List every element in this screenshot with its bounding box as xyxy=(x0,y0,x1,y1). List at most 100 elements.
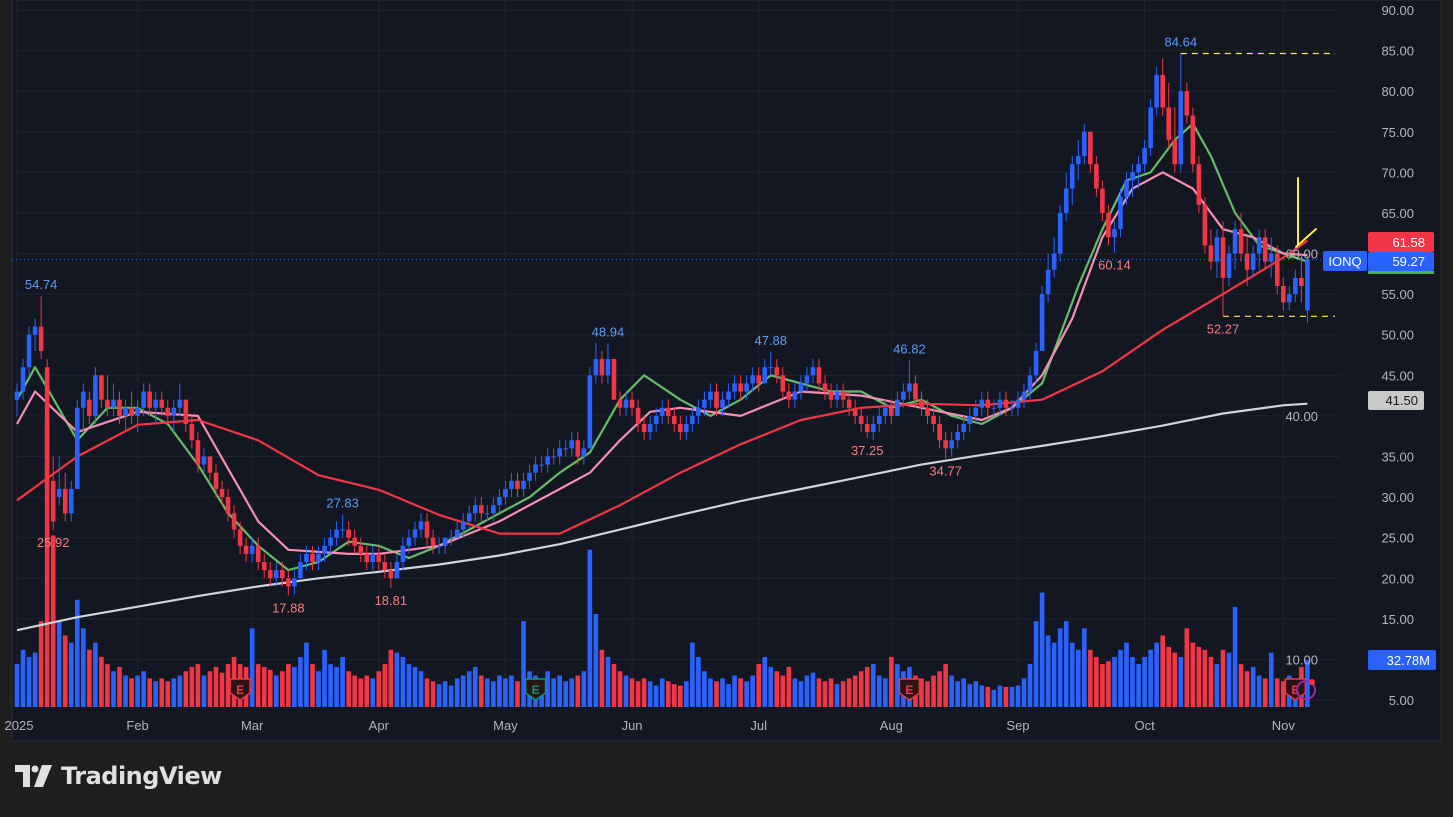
volume-bar xyxy=(340,656,345,707)
candle-body xyxy=(1232,229,1238,254)
candle xyxy=(1051,237,1057,278)
volume-bar xyxy=(1232,606,1238,707)
candle xyxy=(786,383,792,408)
earnings-marker-icon[interactable]: E xyxy=(229,678,251,701)
volume-bar xyxy=(1075,649,1081,707)
candle xyxy=(1106,204,1111,246)
candle xyxy=(273,562,279,587)
candle-body xyxy=(1184,91,1190,116)
candle-body xyxy=(889,407,894,416)
volume-bar xyxy=(864,666,870,707)
candle-body xyxy=(696,407,701,416)
candle-body xyxy=(129,407,134,416)
candle xyxy=(87,391,92,425)
volume-bar xyxy=(1274,678,1280,707)
candle-body xyxy=(201,456,207,465)
volume-bar xyxy=(810,672,816,707)
tradingview-logo[interactable]: TradingView xyxy=(15,762,222,790)
candle-body xyxy=(997,399,1003,408)
volume-bar xyxy=(1238,664,1244,707)
candle xyxy=(991,399,997,416)
volume-bar xyxy=(171,678,177,707)
earnings-letter: E xyxy=(905,683,913,697)
volume-bar xyxy=(370,678,376,707)
candle xyxy=(870,415,876,441)
candle-body xyxy=(726,391,731,400)
candle xyxy=(280,562,285,587)
volume-bar xyxy=(883,678,888,707)
high-label: 48.94 xyxy=(592,324,625,339)
volume-bar xyxy=(834,684,840,707)
candle-body xyxy=(1305,259,1310,311)
candle xyxy=(858,407,864,433)
earnings-marker-icon[interactable]: E xyxy=(898,678,921,701)
volume-bar xyxy=(418,671,424,707)
candle xyxy=(497,488,502,514)
candle xyxy=(1160,58,1165,116)
candle xyxy=(412,521,418,546)
candle xyxy=(141,383,146,416)
volume-bar xyxy=(635,681,641,707)
candle xyxy=(828,383,834,408)
candle-body xyxy=(26,334,32,368)
volume-bar xyxy=(557,675,562,707)
candle xyxy=(846,391,852,416)
volume-bar xyxy=(575,675,581,707)
volume-bar xyxy=(50,535,56,707)
y-tick-label: 15.00 xyxy=(1381,612,1414,627)
last-price-label: 59.27 xyxy=(1392,254,1425,269)
candle xyxy=(111,383,116,416)
candle-body xyxy=(1118,196,1123,230)
volume-bar xyxy=(738,678,743,707)
volume-bar xyxy=(858,671,864,707)
candle xyxy=(316,545,321,571)
symbol-badge[interactable] xyxy=(1323,251,1367,271)
time-axis[interactable]: 2025 Feb Mar Apr May Jun Jul Aug Sep Oct Nov xyxy=(5,718,1296,733)
volume-bar xyxy=(1069,642,1075,707)
candle xyxy=(358,537,364,563)
candle xyxy=(1082,123,1087,165)
x-tick-label: Feb xyxy=(126,718,148,733)
candle xyxy=(545,448,550,473)
candle-body xyxy=(979,399,985,408)
candle-body xyxy=(99,375,104,400)
candle-body xyxy=(1021,391,1027,400)
volume-bar xyxy=(334,666,339,707)
volume-bar xyxy=(1003,686,1009,707)
candle-body xyxy=(581,448,587,457)
volume-bar xyxy=(780,675,786,707)
candle xyxy=(388,562,394,588)
candle-body xyxy=(1160,74,1165,108)
volume-bar xyxy=(828,678,834,707)
volume-bar xyxy=(1166,646,1172,707)
candle xyxy=(509,472,514,498)
candle-body xyxy=(617,399,623,408)
volume-bar xyxy=(997,685,1003,707)
chart-pane xyxy=(11,0,1442,742)
low-label: 37.25 xyxy=(851,443,884,458)
candle-body xyxy=(702,399,707,408)
candle-body xyxy=(852,407,858,416)
volume-bar xyxy=(448,685,454,707)
candle-body xyxy=(1226,253,1232,278)
volume-bar xyxy=(587,549,593,707)
candle xyxy=(249,537,255,563)
high-label: 84.64 xyxy=(1165,35,1198,50)
volume-bar xyxy=(973,681,979,707)
high-label: 47.88 xyxy=(754,333,787,348)
volume-bar xyxy=(286,664,291,707)
candle-body xyxy=(1082,131,1087,157)
volume-bar xyxy=(1281,681,1286,707)
candle-body xyxy=(442,537,448,546)
volume-bar xyxy=(1057,628,1063,707)
volume-bar xyxy=(207,671,213,707)
candle xyxy=(1208,229,1214,270)
candle xyxy=(62,472,68,522)
earnings-marker-icon[interactable]: E xyxy=(524,678,547,701)
price-axis[interactable]: 90.00 85.00 80.00 75.00 70.00 65.00 60.00 55.00… xyxy=(1285,3,1414,708)
candle-body xyxy=(515,480,520,489)
volume-bar xyxy=(798,681,804,707)
volume-bar xyxy=(720,678,725,707)
candle-body xyxy=(255,545,261,563)
